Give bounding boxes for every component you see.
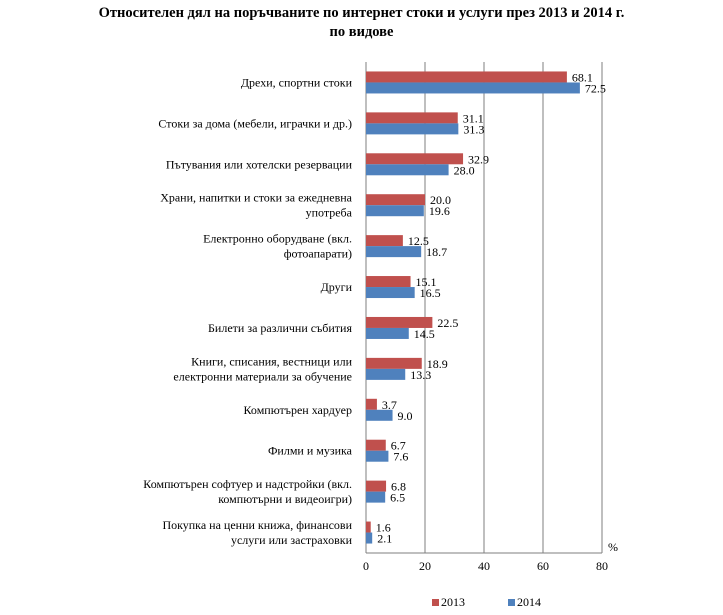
x-tick-label: 40 bbox=[478, 559, 490, 573]
category-label: услуги или застраховки bbox=[231, 533, 353, 547]
bar-2013 bbox=[366, 194, 425, 206]
data-label-2013: 32.9 bbox=[468, 152, 489, 166]
data-label-2014: 2.1 bbox=[377, 532, 392, 546]
category-label: Пътувания или хотелски резервации bbox=[166, 157, 353, 171]
data-label-2013: 6.7 bbox=[391, 439, 406, 453]
data-label-2014: 28.0 bbox=[454, 163, 475, 177]
data-label-2014: 72.5 bbox=[585, 81, 606, 95]
bar-2014 bbox=[366, 491, 386, 503]
bar-2013 bbox=[366, 357, 422, 369]
category-label: Билети за различни събития bbox=[208, 321, 352, 335]
unit-label: % bbox=[608, 540, 618, 554]
x-tick-label: 80 bbox=[596, 559, 608, 573]
bar-2013 bbox=[366, 521, 371, 533]
data-label-2013: 22.5 bbox=[437, 316, 458, 330]
chart-title-line-1: Относителен дял на поръчваните по интерн… bbox=[98, 5, 625, 21]
legend-swatch-2013 bbox=[432, 599, 439, 606]
data-label-2013: 20.0 bbox=[430, 193, 451, 207]
bar-2014 bbox=[366, 327, 409, 339]
bar-2013 bbox=[366, 316, 433, 328]
data-label-2013: 15.1 bbox=[416, 275, 437, 289]
category-label: Компютърен хардуер bbox=[244, 403, 352, 417]
category-label: фотоапарати) bbox=[284, 247, 352, 261]
chart-title-line-2: по видове bbox=[329, 24, 394, 40]
data-label-2014: 6.5 bbox=[390, 491, 405, 505]
bar-2014 bbox=[366, 164, 449, 176]
data-label-2013: 3.7 bbox=[382, 398, 397, 412]
bar-2014 bbox=[366, 532, 373, 544]
bar-2013 bbox=[366, 235, 403, 247]
data-label-2014: 19.6 bbox=[429, 204, 450, 218]
data-label-2013: 1.6 bbox=[376, 521, 391, 535]
bar-2014 bbox=[366, 246, 422, 258]
category-label: Стоки за дома (мебели, играчки и др.) bbox=[158, 116, 352, 130]
bar-2014 bbox=[366, 368, 406, 380]
category-label: компютърни и видеоигри) bbox=[218, 492, 352, 506]
bar-2013 bbox=[366, 112, 458, 124]
legend-label-2014: 2014 bbox=[517, 595, 541, 609]
x-tick-label: 20 bbox=[419, 559, 431, 573]
data-label-2013: 68.1 bbox=[572, 70, 593, 84]
category-label: Електронно оборудване (вкл. bbox=[203, 232, 352, 246]
category-label: Храни, напитки и стоки за ежедневна bbox=[160, 191, 352, 205]
bar-2014 bbox=[366, 82, 580, 94]
category-label: електронни материали за обучение bbox=[173, 369, 352, 383]
x-tick-label: 0 bbox=[363, 559, 369, 573]
legend-label-2013: 2013 bbox=[441, 595, 465, 609]
bar-2014 bbox=[366, 123, 459, 135]
bar-2013 bbox=[366, 153, 464, 165]
bar-2014 bbox=[366, 409, 393, 421]
bar-2014 bbox=[366, 450, 389, 462]
data-label-2014: 16.5 bbox=[420, 286, 441, 300]
data-label-2014: 7.6 bbox=[393, 450, 408, 464]
bar-2013 bbox=[366, 71, 567, 83]
category-label: Други bbox=[321, 280, 353, 294]
data-label-2013: 18.9 bbox=[427, 357, 448, 371]
legend-swatch-2014 bbox=[508, 599, 515, 606]
data-label-2014: 9.0 bbox=[398, 409, 413, 423]
category-label: Книги, списания, вестници или bbox=[191, 354, 352, 368]
category-label: Компютърен софтуер и надстройки (вкл. bbox=[143, 477, 352, 491]
data-label-2013: 12.5 bbox=[408, 234, 429, 248]
category-label: употреба bbox=[306, 206, 353, 220]
bar-2013 bbox=[366, 398, 377, 410]
category-label: Филми и музика bbox=[268, 444, 353, 458]
data-label-2014: 13.3 bbox=[410, 368, 431, 382]
category-label: Дрехи, спортни стоки bbox=[241, 75, 353, 89]
data-label-2013: 6.8 bbox=[391, 480, 406, 494]
data-label-2014: 31.3 bbox=[463, 122, 484, 136]
bar-2014 bbox=[366, 205, 424, 217]
category-label: Покупка на ценни книжа, финансови bbox=[162, 518, 352, 532]
bar-2013 bbox=[366, 276, 411, 288]
data-label-2013: 31.1 bbox=[463, 111, 484, 125]
bar-2014 bbox=[366, 287, 415, 299]
bar-2013 bbox=[366, 480, 387, 492]
chart-title: Относителен дял на поръчваните по интерн… bbox=[0, 4, 723, 42]
data-label-2014: 18.7 bbox=[426, 245, 447, 259]
data-label-2014: 14.5 bbox=[414, 327, 435, 341]
x-tick-label: 60 bbox=[537, 559, 549, 573]
bar-2013 bbox=[366, 439, 386, 451]
